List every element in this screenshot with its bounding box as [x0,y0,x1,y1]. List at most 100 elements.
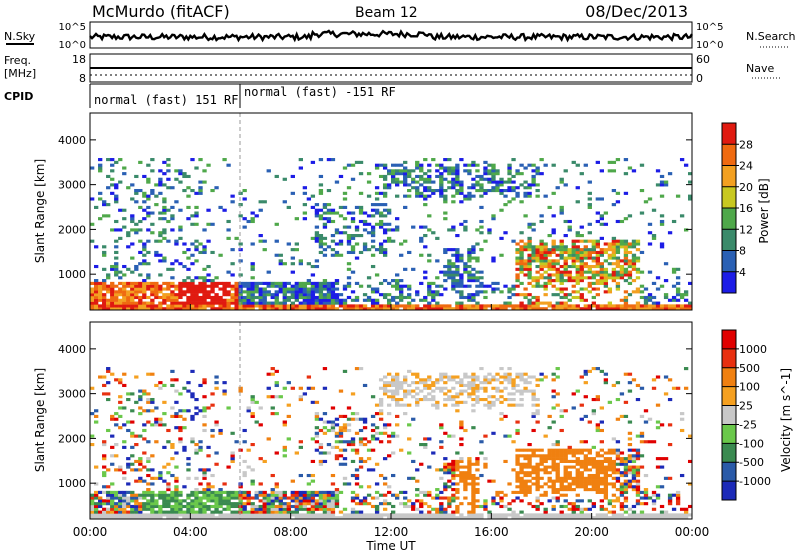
heatmap-cell [471,507,476,511]
heatmap-cell [623,462,629,466]
heatmap-cell [447,395,452,399]
heatmap-cell [322,420,328,424]
heatmap-cell [294,304,299,308]
heatmap-cell [130,516,135,519]
heatmap-cell [146,507,151,511]
heatmap-cell [403,392,408,396]
heatmap-cell [527,194,532,198]
heatmap-cell [182,504,187,509]
heatmap-cell [551,507,556,511]
heatmap-cell [174,304,179,308]
heatmap-cell [350,473,356,478]
heatmap-cell [571,507,576,511]
heatmap-cell [330,290,336,294]
heatmap-cell [178,284,183,288]
heatmap-cell [190,295,195,300]
heatmap-cell [154,504,159,509]
heatmap-cell [527,516,532,519]
heatmap-cell [178,502,183,506]
heatmap-cell [242,290,247,294]
heatmap-cell [563,516,568,519]
heatmap-cell [202,476,207,480]
heatmap-cell [603,378,609,382]
x-axis-ticks: 00:00 04:00 08:00 12:00 16:00 20:00 00:00 [73,304,709,539]
heatmap-cell [158,191,163,195]
heatmap-cell [146,284,151,288]
heatmap-cell [511,174,516,179]
heatmap-cell [234,496,239,500]
heatmap-cell [435,400,440,404]
heatmap-cell [198,440,203,444]
heatmap-cell [334,281,340,285]
heatmap-cell [407,437,412,441]
heatmap-cell [262,510,267,514]
heatmap-cell [154,499,159,503]
heatmap-cell [222,301,227,305]
heatmap-cell [386,301,392,305]
heatmap-cell [306,293,312,297]
heatmap-cell [483,290,488,294]
heatmap-cell [330,490,336,494]
heatmap-cell [326,219,332,224]
heatmap-cell [106,428,111,433]
heatmap-cell [447,378,452,382]
heatmap-cell [98,499,103,503]
heatmap-cell [567,298,572,302]
heatmap-cell [427,516,432,519]
heatmap-cell [170,414,175,418]
heatmap-cell [278,504,283,509]
heatmap-cell [431,231,436,235]
heatmap-cell [535,448,540,452]
heatmap-cell [563,219,568,224]
heatmap-cell [310,298,316,302]
heatmap-cell [507,507,512,511]
heatmap-cell [619,488,625,492]
heatmap-cell [427,304,432,308]
heatmap-cell [459,222,464,226]
heatmap-cell [198,307,203,310]
heatmap-cell [334,293,340,297]
heatmap-cell [531,248,536,252]
heatmap-cell [202,468,207,472]
heatmap-cell [475,293,480,297]
heatmap-cell [571,262,576,266]
heatmap-cell [511,180,516,184]
heatmap-cell [451,270,456,274]
heatmap-cell [583,369,588,373]
heatmap-cell [90,493,95,497]
heatmap-cell [627,242,633,246]
heatmap-cell [302,307,308,310]
heatmap-cell [491,516,496,519]
heatmap-cell [258,290,263,294]
heatmap-cell [547,516,552,519]
heatmap-cell [475,499,480,503]
heatmap-cell [543,375,548,379]
heatmap-cell [599,516,604,519]
heatmap-cell [587,459,592,464]
heatmap-cell [403,239,408,243]
heatmap-cell [318,250,324,255]
heatmap-cell [166,502,171,506]
heatmap-cell [547,426,552,430]
heatmap-cell [122,423,127,427]
heatmap-cell [210,510,215,514]
heatmap-cell [286,381,291,385]
heatmap-cell [443,273,448,277]
heatmap-cell [210,499,215,503]
heatmap-cell [110,454,115,458]
heatmap-cell [222,158,227,162]
heatmap-cell [391,434,396,438]
heatmap-cell [599,507,604,511]
heatmap-cell [166,163,171,167]
heatmap-cell [427,293,432,297]
heatmap-cell [407,307,412,310]
heatmap-cell [539,253,544,257]
heatmap-cell [270,284,275,288]
heatmap-cell [671,267,677,271]
heatmap-cell [282,307,287,310]
heatmap-cell [294,499,299,503]
heatmap-cell [567,465,572,469]
heatmap-cell [358,465,364,469]
heatmap-cell [439,386,444,390]
heatmap-cell [467,468,472,472]
